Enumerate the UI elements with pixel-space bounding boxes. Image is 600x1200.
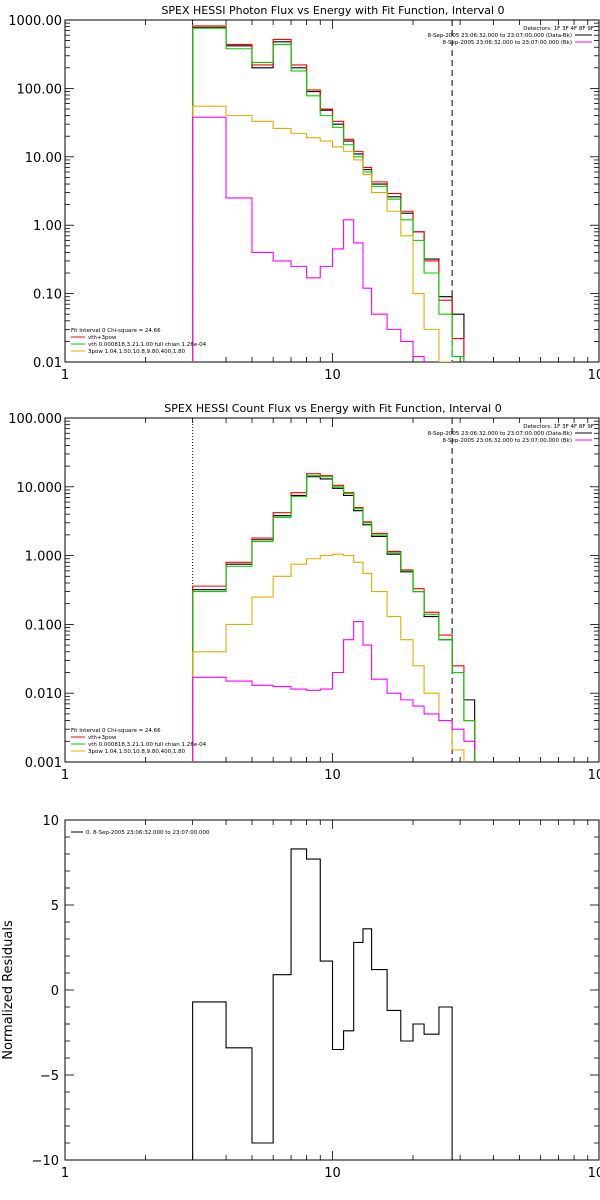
y-tick-label: 10.000 — [17, 481, 63, 496]
x-tick-label: 100 — [588, 768, 600, 783]
y-tick-label: 0.01 — [33, 356, 62, 371]
count-flux-panel: SPEX HESSI Count Flux vs Energy with Fit… — [8, 402, 600, 783]
x-tick-label: 1 — [61, 1166, 69, 1181]
plot-frame — [64, 417, 600, 763]
series-line — [192, 848, 453, 1160]
fit-legend-header: Fit Interval 0 Chi-square = 24.66 — [71, 728, 161, 734]
x-tick-label: 1 — [61, 768, 69, 783]
legend-entry: vth+3pow — [88, 735, 117, 741]
y-tick-label: 1.00 — [33, 219, 62, 234]
x-tick-label: 1 — [61, 368, 69, 383]
series-line — [192, 116, 425, 362]
series-group — [192, 473, 476, 762]
legend-entry: 3pow 1.04,1.50,10.8,9.80,400,1.80 — [88, 349, 186, 355]
legend-entry: vth 0.000818,3.21,1.00 full chian 1.26e-… — [88, 742, 207, 748]
x-tick-label: 100 — [588, 1166, 600, 1181]
fit-legend-header: Fit Interval 0 Chi-square = 24.66 — [71, 328, 161, 334]
y-tick-label: 0 — [51, 984, 59, 999]
series-line — [192, 476, 476, 762]
chart-title: SPEX HESSI Photon Flux vs Energy with Fi… — [161, 4, 504, 17]
detectors-label: Detectors: 1F 3F 4F 8F 9F — [523, 26, 594, 32]
y-tick-label: 10.00 — [25, 151, 62, 166]
series-line — [192, 553, 465, 762]
y-axis-label: Normalized Residuals — [1, 920, 16, 1060]
legend-entry: 8-Sep-2005 23:06:32.000 to 23:07:00.000 … — [443, 438, 573, 444]
y-tick-label: 5 — [51, 899, 59, 914]
legend-entry: 8-Sep-2005 23:06:32.000 to 23:07:00.000 … — [443, 40, 573, 46]
y-tick-label: 100.000 — [8, 412, 62, 427]
chart-title: SPEX HESSI Count Flux vs Energy with Fit… — [164, 402, 501, 415]
detectors-label: Detectors: 1F 3F 4F 8F 9F — [523, 424, 594, 430]
series-group — [192, 25, 465, 362]
plot-frame — [64, 19, 600, 363]
residuals-panel: Normalized Residuals 1 10 100 10 5 0 −5 −10 0. 8… — [1, 814, 600, 1181]
legend-entry: 8-Sep-2005 23:06:32.000 to 23:07:00.000 … — [428, 431, 572, 437]
y-tick-label: 0.10 — [33, 288, 62, 303]
series-group — [192, 848, 453, 1160]
series-line — [192, 26, 465, 362]
legend-entry: vth+3pow — [88, 335, 117, 341]
x-tick-label: 10 — [324, 768, 341, 783]
series-line — [192, 621, 476, 762]
y-tick-label: 100.00 — [17, 82, 63, 97]
y-tick-label: 0.010 — [25, 687, 62, 702]
legend-entry: 8-Sep-2005 23:06:32.000 to 23:07:00.000 … — [428, 33, 572, 39]
x-tick-label: 10 — [324, 1166, 341, 1181]
y-tick-label: 0.001 — [25, 756, 62, 771]
series-line — [192, 475, 476, 762]
series-line — [192, 473, 476, 762]
y-tick-label: 0.100 — [25, 618, 62, 633]
y-tick-label: −10 — [32, 1154, 59, 1169]
x-tick-label: 100 — [588, 368, 600, 383]
series-line — [192, 25, 465, 362]
series-line — [192, 27, 465, 362]
y-tick-label: −5 — [40, 1069, 59, 1084]
y-tick-label: 10 — [42, 814, 59, 829]
legend-entry: vth 0.000818,3.21,1.00 full chian 1.26e-… — [88, 342, 207, 348]
x-tick-label: 10 — [324, 368, 341, 383]
photon-flux-panel: SPEX HESSI Photon Flux vs Energy with Fi… — [8, 4, 600, 383]
y-tick-label: 1.000 — [25, 550, 62, 565]
legend-entry: 0. 8-Sep-2005 23:06:32.000 to 23:07:00.0… — [86, 830, 210, 836]
y-tick-label: 1000.00 — [8, 14, 62, 29]
legend-entry: 3pow 1.04,1.50,10.8,9.80,400,1.80 — [88, 749, 186, 755]
series-line — [192, 105, 453, 362]
